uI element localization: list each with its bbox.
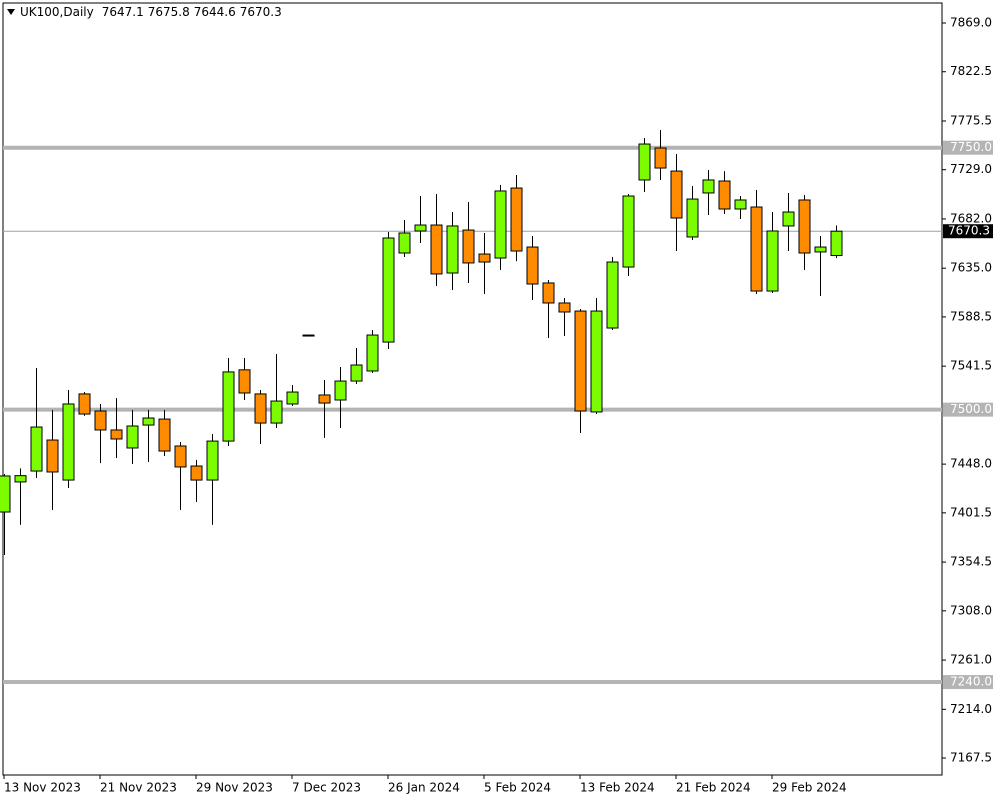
y-tick-label: 7541.5 — [950, 359, 992, 373]
candle-body — [142, 417, 155, 426]
y-tick-label: 7448.0 — [950, 457, 992, 471]
y-tick-label: 7682.0 — [950, 211, 992, 225]
y-tick-label: 7167.5 — [950, 751, 992, 765]
plot-frame — [2, 2, 943, 776]
candle-body — [590, 310, 603, 413]
y-tick-label: 7869.0 — [950, 16, 992, 30]
candle-body — [814, 246, 827, 253]
x-tick-label: 29 Feb 2024 — [772, 781, 847, 795]
candle-body — [222, 371, 235, 442]
candle-body — [494, 190, 507, 259]
candle-body — [190, 465, 203, 481]
candle-body — [510, 187, 523, 252]
candle-body — [702, 179, 715, 194]
level-label-box — [943, 402, 993, 417]
candle-body — [78, 393, 91, 415]
candle-body — [670, 170, 683, 219]
candle-body — [462, 229, 475, 264]
y-tick-label: 7775.5 — [950, 113, 992, 127]
candle-body — [478, 253, 491, 263]
candle-body — [110, 429, 123, 440]
candle-body — [318, 394, 331, 404]
candle-body — [830, 230, 843, 257]
candle-body — [238, 369, 251, 394]
x-tick-label: 5 Feb 2024 — [484, 781, 551, 795]
candle-body — [526, 246, 539, 285]
candle-body — [542, 282, 555, 304]
price-label: 7670.3 — [948, 224, 990, 238]
y-tick-label: 7261.0 — [950, 653, 992, 667]
candle-body — [638, 143, 651, 181]
symbol-title: UK100,Daily — [20, 5, 94, 19]
x-tick-label: 21 Feb 2024 — [676, 781, 751, 795]
candle-body — [382, 237, 395, 343]
candle-body — [206, 440, 219, 481]
candle-body — [158, 418, 171, 452]
header-open: 7647.1 — [102, 5, 144, 19]
candle-body — [686, 198, 699, 238]
candle-body — [62, 403, 75, 481]
candle-body — [46, 439, 59, 473]
level-label-box — [943, 675, 993, 690]
candle-body — [254, 393, 267, 424]
candle-body — [398, 232, 411, 254]
y-tick-label: 7635.0 — [950, 261, 992, 275]
candle-body — [574, 310, 587, 412]
candle-body — [782, 211, 795, 227]
candle-body — [734, 199, 747, 210]
y-tick-label: 7308.0 — [950, 603, 992, 617]
y-tick-label: 7354.5 — [950, 555, 992, 569]
candle-body — [430, 224, 443, 275]
candle-body — [334, 380, 347, 401]
level-label-box — [943, 140, 993, 155]
candle-body — [622, 195, 635, 268]
candle-body — [286, 391, 299, 405]
candle-body — [350, 364, 363, 382]
candle-body — [446, 225, 459, 274]
y-tick-label: 7822.5 — [950, 64, 992, 78]
candle-body — [302, 334, 315, 337]
header-low: 7644.6 — [194, 5, 236, 19]
candle-body — [94, 410, 107, 431]
candle-body — [798, 199, 811, 254]
candle-body — [174, 445, 187, 468]
candle-body — [0, 475, 11, 513]
level-label: 7500.0 — [950, 402, 992, 416]
level-label: 7750.0 — [950, 140, 992, 154]
header-close: 7670.3 — [240, 5, 282, 19]
x-tick-label: 29 Nov 2023 — [196, 781, 273, 795]
menu-triangle[interactable] — [7, 9, 15, 15]
header: UK100,Daily 7647.1 7675.8 7644.6 7670.3 — [20, 5, 282, 19]
y-tick-label: 7588.5 — [950, 309, 992, 323]
candle-body — [366, 334, 379, 372]
x-tick-label: 13 Nov 2023 — [4, 781, 81, 795]
x-tick-label: 7 Dec 2023 — [292, 781, 361, 795]
candle-body — [654, 147, 667, 169]
candle-body — [126, 425, 139, 449]
y-tick-label: 7214.0 — [950, 702, 992, 716]
candle-body — [270, 400, 283, 424]
candle-body — [414, 224, 427, 232]
candle-body — [606, 261, 619, 329]
candle-body — [750, 206, 763, 292]
header-high: 7675.8 — [148, 5, 190, 19]
x-tick-label: 13 Feb 2024 — [580, 781, 655, 795]
x-tick-label: 26 Jan 2024 — [388, 781, 460, 795]
candle-body — [30, 426, 43, 472]
candle-body — [766, 230, 779, 292]
candle-body — [14, 475, 27, 483]
x-tick-label: 21 Nov 2023 — [100, 781, 177, 795]
level-label: 7240.0 — [950, 675, 992, 689]
y-tick-label: 7401.5 — [950, 505, 992, 519]
candle-body — [718, 180, 731, 210]
price-label-box — [943, 224, 993, 239]
candle-body — [558, 302, 571, 313]
y-tick-label: 7729.0 — [950, 162, 992, 176]
